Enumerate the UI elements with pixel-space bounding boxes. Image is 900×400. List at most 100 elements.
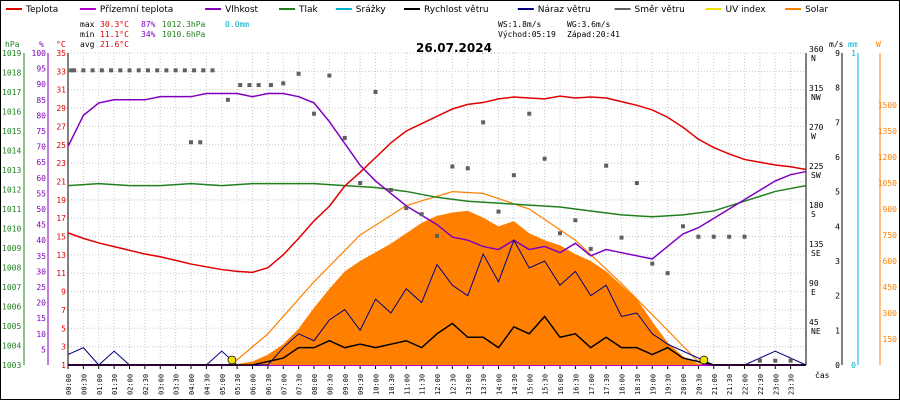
x-tick-label-43: 21:30 [726,374,734,395]
dir-compass-5: W [811,132,816,141]
x-tick-label-18: 09:00 [342,374,350,395]
solar-area [230,210,702,365]
x-tick-label-2: 01:00 [96,374,104,395]
ms-tick-0: 0 [835,361,840,370]
legend-label-9: Solar [805,5,828,15]
x-tick-label-26: 13:00 [465,374,473,395]
dir-point-22 [256,83,261,88]
dir-point-49 [665,271,670,276]
dir-point-55 [757,358,762,363]
stat-sunset: Západ:20:41 [567,30,620,39]
x-tick-label-11: 05:30 [234,374,242,395]
pct-tick-7: 40 [36,236,46,245]
dir-point-2 [81,68,86,73]
pct-tick-10: 55 [36,189,46,198]
dir-point-52 [711,234,716,239]
uv-marker-0 [227,355,237,365]
dir-tick-3: 180 [809,201,824,210]
dir-compass-0: NE [811,327,821,336]
hpa-tick-12: 1015 [2,127,21,136]
x-tick-label-22: 11:00 [403,374,411,395]
ms-tick-1: 1 [835,326,840,335]
x-tick-label-0: 00:00 [65,374,73,395]
pct-tick-4: 25 [36,283,46,292]
dir-point-53 [727,234,732,239]
stat-min-label: min [80,30,95,39]
ms-tick-7: 7 [835,118,840,127]
dir-point-30 [373,90,378,94]
ms-tick-5: 5 [835,188,840,197]
x-tick-label-5: 02:30 [142,374,150,395]
x-tick-label-32: 16:00 [557,374,565,395]
pct-tick-19: 100 [32,49,47,58]
dir-point-35 [450,164,455,169]
unit-hpa: hPa [5,40,20,49]
dir-point-45 [604,163,609,168]
dir-point-50 [681,224,685,229]
x-tick-label-12: 06:00 [250,374,258,395]
dir-tick-2: 135 [809,240,824,249]
hpa-tick-6: 1009 [2,244,21,253]
x-tick-label-6: 03:00 [157,374,165,395]
pct-tick-13: 70 [36,143,46,152]
pct-tick-9: 50 [36,205,46,214]
hpa-tick-15: 1018 [2,69,21,78]
pressure-line [67,182,807,218]
hpa-tick-11: 1014 [2,147,21,156]
w-tick-0: 150 [883,335,898,344]
unit-ms: m/s [829,40,844,49]
pct-tick-6: 35 [36,252,46,261]
x-tick-label-7: 03:30 [173,374,181,395]
x-tick-label-8: 04:00 [188,374,196,395]
ms-tick-4: 4 [835,222,840,231]
hpa-tick-8: 1011 [2,205,21,214]
x-tick-label-9: 04:30 [203,374,211,395]
hpa-tick-2: 1005 [2,322,21,331]
x-tick-label-15: 07:30 [296,374,304,395]
x-tick-label-36: 18:00 [619,374,627,395]
dir-point-36 [465,166,470,171]
x-tick-label-25: 12:30 [449,374,457,395]
stat-avg-label: avg [80,40,95,49]
pct-tick-16: 85 [36,96,46,105]
dir-point-38 [496,209,501,214]
pct-tick-11: 60 [36,174,46,183]
degc-tick-16: 33 [56,67,66,76]
dir-point-28 [342,135,347,140]
dir-point-11 [164,68,169,73]
dir-tick-5: 270 [809,123,824,132]
stat-max-hum: 87% [141,20,156,29]
hpa-tick-5: 1008 [2,264,21,273]
dir-point-17 [189,140,193,145]
degc-tick-4: 9 [61,288,66,297]
dir-point-6 [118,68,123,73]
dir-point-51 [696,234,701,239]
degc-tick-17: 35 [56,49,66,58]
degc-tick-13: 27 [56,122,66,131]
legend-label-7: Směr větru [635,5,685,15]
legend-label-1: Přízemní teplota [100,5,173,15]
dir-point-25 [296,71,301,76]
unit-pct: % [39,40,44,49]
dir-point-24 [281,81,286,86]
pct-tick-0: 5 [41,345,46,354]
dir-compass-6: NW [811,93,821,102]
dir-tick-6: 315 [809,84,824,93]
dir-compass-2: SE [811,249,821,258]
x-tick-label-37: 18:30 [634,374,642,395]
uv-marker-1 [699,355,709,365]
x-tick-label-41: 20:30 [695,374,703,395]
degc-tick-12: 25 [56,141,66,150]
legend-label-3: Tlak [298,5,319,15]
w-tick-5: 900 [883,205,898,214]
hpa-tick-4: 1007 [2,283,21,292]
hpa-tick-16: 1019 [2,49,21,58]
dir-point-27 [327,73,332,78]
degc-tick-7: 15 [56,233,66,242]
dir-point-41 [542,156,547,161]
dir-point-34 [435,233,439,238]
dir-point-54 [742,234,747,239]
dir-point-32 [404,206,409,211]
unit-degc: °C [56,40,66,49]
